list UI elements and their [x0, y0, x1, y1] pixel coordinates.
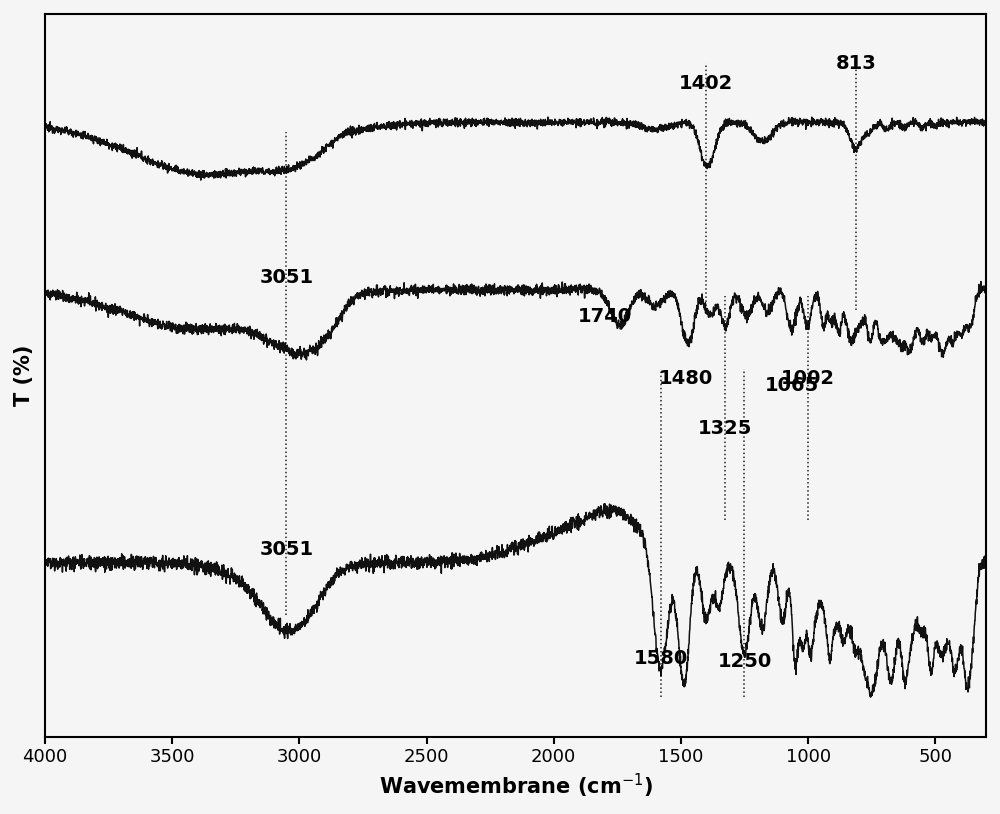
Text: 1402: 1402 [679, 74, 733, 93]
Text: 1325: 1325 [698, 418, 753, 438]
Text: 813: 813 [835, 54, 876, 73]
Text: 1480: 1480 [659, 370, 713, 388]
Text: 1740: 1740 [578, 307, 632, 326]
Text: 1250: 1250 [717, 652, 772, 671]
Text: 3051: 3051 [259, 268, 313, 287]
X-axis label: Wavemembrane (cm$^{-1}$): Wavemembrane (cm$^{-1}$) [379, 772, 653, 800]
Text: 3051: 3051 [259, 540, 313, 559]
Text: 1580: 1580 [633, 649, 688, 667]
Y-axis label: T (%): T (%) [14, 344, 34, 406]
Text: 1065: 1065 [764, 376, 819, 395]
Text: 1002: 1002 [781, 370, 835, 388]
